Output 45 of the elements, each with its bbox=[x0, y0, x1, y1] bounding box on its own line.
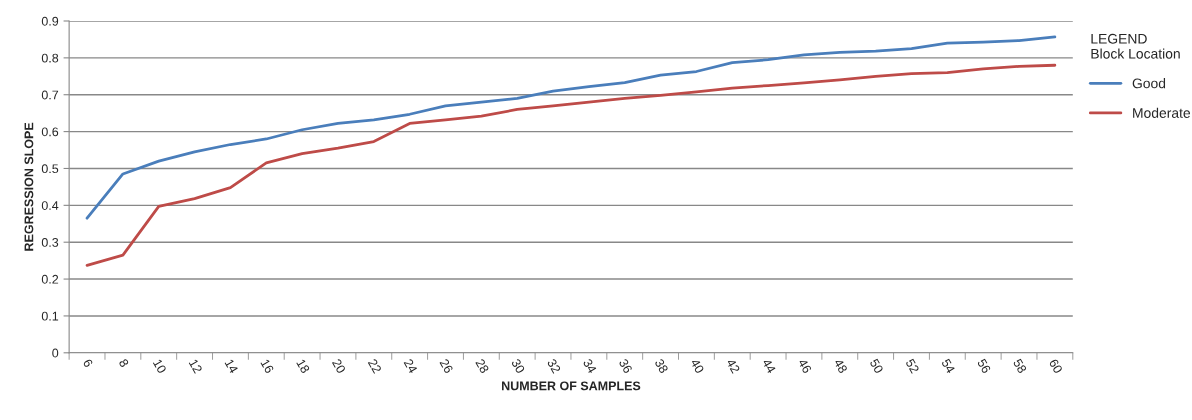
x-tick-label: 30 bbox=[511, 358, 526, 374]
x-tick-label: 34 bbox=[582, 358, 597, 374]
y-tick-label: 0 bbox=[52, 348, 59, 358]
x-tick-label: 6 bbox=[82, 358, 94, 368]
x-tick-label: 52 bbox=[905, 358, 920, 374]
x-tick-label: 18 bbox=[296, 358, 311, 374]
x-tick-label: 48 bbox=[833, 358, 848, 374]
legend-label: Moderate bbox=[1133, 107, 1191, 118]
x-tick-label: 22 bbox=[367, 358, 382, 374]
y-tick-label: 0.6 bbox=[41, 127, 59, 137]
x-tick-label: 26 bbox=[439, 358, 454, 374]
x-tick-label: 46 bbox=[797, 358, 812, 374]
y-tick-label: 0.3 bbox=[41, 238, 59, 247]
line-series bbox=[85, 63, 1057, 267]
y-axis-title: REGRESSION SLOPE bbox=[24, 122, 34, 251]
x-tick-label: 8 bbox=[118, 358, 130, 368]
x-tick-label: 12 bbox=[188, 358, 203, 374]
x-axis-title: NUMBER OF SAMPLES bbox=[502, 381, 641, 391]
x-tick-label: 16 bbox=[260, 358, 275, 374]
legend-label: Good bbox=[1132, 78, 1166, 89]
x-tick-label: 42 bbox=[726, 358, 741, 374]
x-tick-label: 60 bbox=[1048, 358, 1063, 374]
x-tick-label: 14 bbox=[224, 358, 239, 374]
x-tick-label: 32 bbox=[546, 358, 561, 374]
y-tick-label: 0.4 bbox=[41, 201, 59, 210]
x-tick-label: 40 bbox=[690, 358, 705, 374]
x-tick-label: 56 bbox=[977, 358, 992, 374]
x-tick-label: 44 bbox=[761, 358, 777, 374]
legend-title: LEGEND Block Location bbox=[1091, 33, 1180, 59]
x-tick-label: 58 bbox=[1012, 358, 1027, 374]
y-tick-label: 0.9 bbox=[41, 16, 59, 26]
x-tick-label: 28 bbox=[475, 358, 490, 374]
y-tick-label: 0.5 bbox=[41, 164, 59, 174]
y-tick-label: 0.7 bbox=[41, 90, 59, 100]
x-tick-label: 10 bbox=[152, 358, 167, 374]
x-tick-label: 50 bbox=[869, 358, 884, 374]
x-tick-label: 24 bbox=[403, 358, 418, 374]
x-tick-label: 20 bbox=[331, 358, 346, 374]
x-tick-label: 54 bbox=[941, 358, 956, 374]
y-tick-label: 0.8 bbox=[41, 53, 59, 63]
x-tick-label: 38 bbox=[654, 358, 669, 374]
y-tick-label: 0.2 bbox=[41, 274, 59, 284]
y-tick-label: 0.1 bbox=[41, 311, 59, 321]
x-tick-label: 36 bbox=[618, 358, 633, 374]
line-series bbox=[85, 35, 1057, 220]
